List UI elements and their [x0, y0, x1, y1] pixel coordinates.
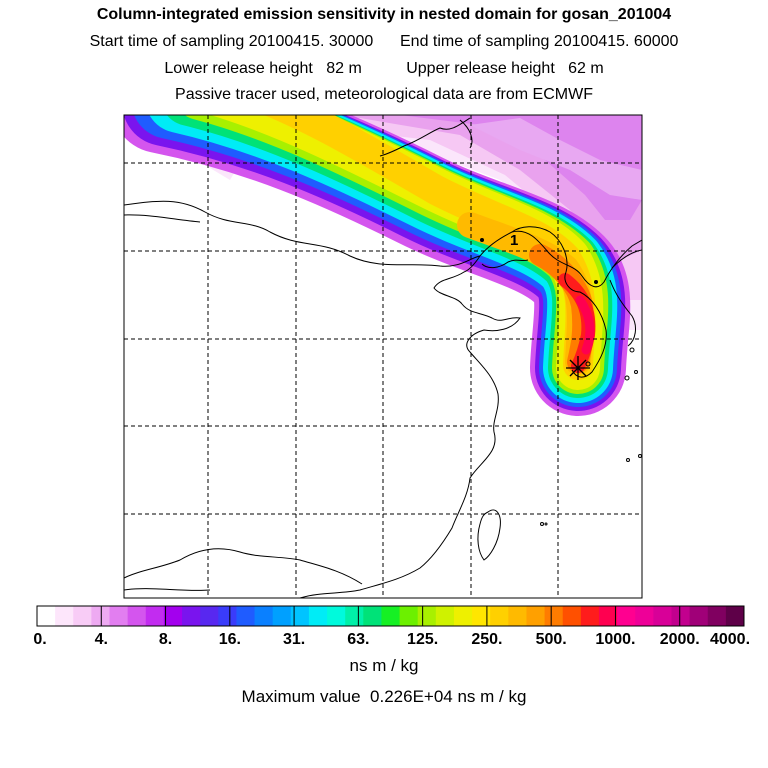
colorbar-cell [707, 606, 727, 626]
colorbar-cell [526, 606, 546, 626]
colorbar-frame [36, 605, 745, 627]
lat-lon-grid [124, 115, 642, 598]
colorbar-cell [508, 606, 527, 626]
colorbar-cell [163, 606, 183, 626]
colorbar-cell [635, 606, 654, 626]
colorbar-unit: ns m / kg [349, 656, 419, 675]
colorbar-cell [254, 606, 274, 626]
colorbar-cell [236, 606, 256, 626]
asterisk-icon [566, 356, 590, 380]
colorbar-tick-label: 31. [282, 631, 306, 648]
colorbar-cell [580, 606, 600, 626]
colorbar-cells [37, 606, 745, 626]
colorbar-cell [399, 606, 419, 626]
colorbar-cell [435, 606, 455, 626]
colorbar-cell [127, 606, 147, 626]
colorbar-cell [617, 606, 636, 626]
colorbar-tick-label: 2000. [659, 631, 700, 648]
trajectory-label: 1 [510, 232, 518, 249]
colorbar-cell [109, 606, 129, 626]
colorbar-cell [290, 606, 310, 626]
colorbar-cell [363, 606, 382, 626]
colorbar-cell [689, 606, 709, 626]
colorbar-cell [453, 606, 473, 626]
taiwan-island [477, 509, 501, 561]
colorbar-cell [182, 606, 201, 626]
colorbar-tick-label: 4000. [709, 631, 751, 648]
colorbar-tick-label: 16. [218, 631, 241, 648]
colorbar-cell [472, 606, 491, 626]
colorbar-cell [345, 606, 364, 626]
trajectory-points: 1 [480, 232, 598, 284]
colorbar-cell [381, 606, 401, 626]
release-height-line: Lower release height 82 m Upper release … [164, 60, 604, 77]
colorbar-cell [218, 606, 237, 626]
colorbar-tick-label: 0. [33, 631, 47, 648]
colorbar-cell [37, 606, 56, 626]
colorbar-cell [91, 606, 111, 626]
colorbar-cell [200, 606, 219, 626]
colorbar-tick-label: 63. [347, 631, 370, 648]
colorbar-cell [417, 606, 437, 626]
colorbar-cell [490, 606, 509, 626]
colorbar-cell [562, 606, 582, 626]
colorbar-cell [308, 606, 328, 626]
colorbar-cell [598, 606, 618, 626]
colorbar-cell [55, 606, 74, 626]
tracer-info-line: Passive tracer used, meteorological data… [175, 86, 593, 103]
map-frame [123, 114, 643, 599]
colorbar-cell [671, 606, 691, 626]
colorbar-cell [653, 606, 672, 626]
colorbar-tick-label: 250. [471, 631, 503, 648]
colorbar-cell [725, 606, 745, 626]
colorbar-cell [544, 606, 564, 626]
coastlines [124, 117, 642, 598]
colorbar-tick-label: 1000. [595, 631, 636, 648]
plot-title: Column-integrated emission sensitivity i… [96, 6, 672, 23]
colorbar-tick-label: 8. [158, 631, 173, 648]
colorbar-cell [73, 606, 92, 626]
maximum-value-text: Maximum value 0.226E+04 ns m / kg [241, 687, 527, 706]
colorbar-tick-label: 125. [407, 631, 439, 648]
colorbar-tick-label: 500. [535, 631, 567, 648]
colorbar-tick-label: 4. [94, 631, 108, 648]
colorbar-cell [272, 606, 292, 626]
colorbar-cell [327, 606, 346, 626]
sampling-time-line: Start time of sampling 20100415. 30000 E… [89, 33, 679, 50]
colorbar-cell [145, 606, 165, 626]
